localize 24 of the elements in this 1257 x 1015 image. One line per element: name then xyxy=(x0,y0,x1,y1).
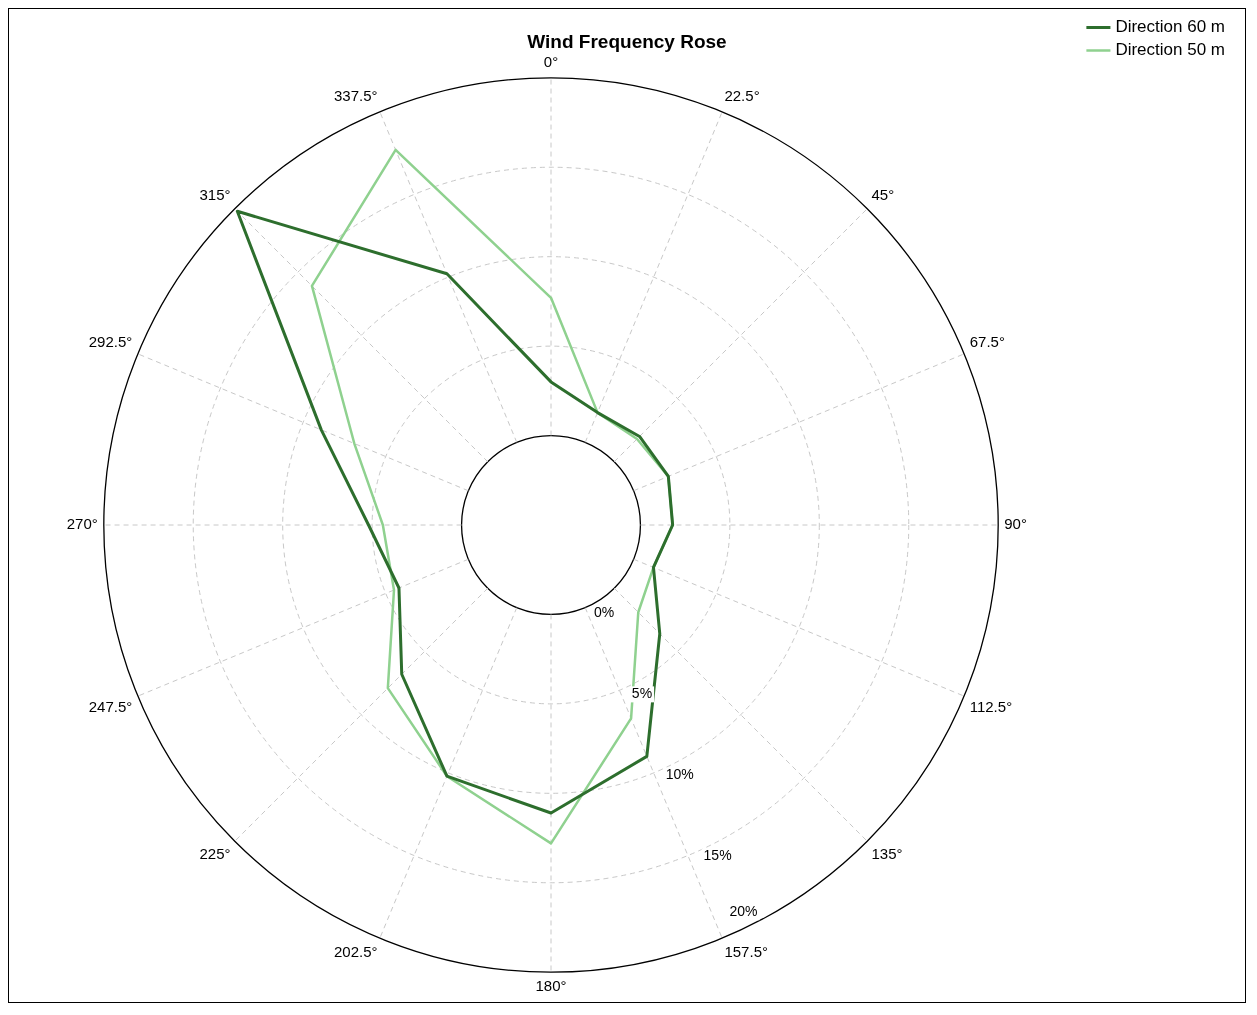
spoke-label: 22.5° xyxy=(724,87,760,105)
y-tick-label: 0% xyxy=(594,604,615,621)
spoke-label: 112.5° xyxy=(969,697,1013,715)
spoke-label: 202.5° xyxy=(334,942,378,960)
y-tick-label: 10% xyxy=(665,766,694,783)
spoke-label: 90° xyxy=(1004,515,1027,533)
spoke-label: 0° xyxy=(543,52,559,70)
spoke-label: 67.5° xyxy=(969,332,1005,350)
spoke-label: 45° xyxy=(871,185,895,203)
y-tick-label: 20% xyxy=(729,903,758,920)
spoke-label: 180° xyxy=(535,977,567,995)
spoke-label: 337.5° xyxy=(334,87,378,105)
legend-label: Direction 50 m xyxy=(1115,40,1226,60)
spoke-label: 225° xyxy=(199,844,231,862)
spoke-label: 247.5° xyxy=(88,697,133,715)
spoke-label: 270° xyxy=(66,515,98,533)
y-tick-label: 15% xyxy=(703,847,732,864)
spoke-label: 315° xyxy=(199,185,231,203)
spoke-label: 292.5° xyxy=(88,332,133,350)
spoke-label: 157.5° xyxy=(724,942,768,960)
y-tick-label: 5% xyxy=(631,685,653,702)
spoke-label: 135° xyxy=(871,844,903,862)
text: Wind Frequency Rose xyxy=(527,30,727,52)
legend-label: Direction 60 m xyxy=(1115,17,1226,37)
